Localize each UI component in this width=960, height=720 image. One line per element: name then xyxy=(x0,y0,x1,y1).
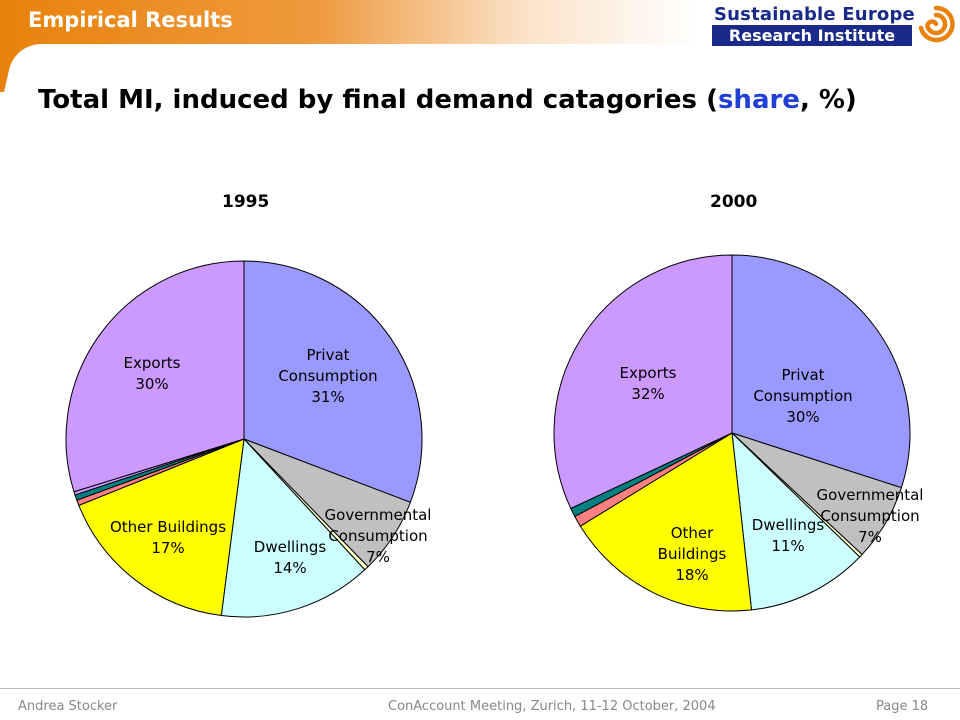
logo-text-line2: Research Institute xyxy=(712,25,912,46)
slide-title: Total MI, induced by final demand catago… xyxy=(38,85,857,115)
chart-title-2000: 2000 xyxy=(710,192,758,212)
pie-slice xyxy=(65,260,245,493)
slice-label: Dwellings 11% xyxy=(752,516,825,555)
pie-2000: Privat Consumption 30% Governmental Consumpt… xyxy=(553,254,924,612)
slide-title-prefix: Total MI, induced by final demand catago… xyxy=(38,85,718,115)
slice-label: Privat Consumption 31% xyxy=(278,346,377,406)
header-swoosh xyxy=(0,0,700,92)
pie-slice xyxy=(243,260,423,503)
section-title: Empirical Results xyxy=(28,8,233,32)
slide-title-accent: share xyxy=(717,85,800,115)
footer-author: Andrea Stocker xyxy=(18,699,118,714)
pie-slice xyxy=(78,438,245,617)
slice-label: Dwellings 14% xyxy=(254,538,327,577)
slice-label: Other Buildings 17% xyxy=(110,518,226,557)
chart-title-1995: 1995 xyxy=(222,192,270,212)
slide-title-suffix: , %) xyxy=(799,85,857,115)
header-bar: Empirical Results xyxy=(0,0,960,92)
footer-event: ConAccount Meeting, Zurich, 11-12 Octobe… xyxy=(388,699,716,714)
spiral-logo-icon xyxy=(918,5,955,43)
pie-1995: Privat Consumption 31% Governmental Consumpt… xyxy=(65,260,432,618)
slice-label: Governmental Consumption 7% xyxy=(325,506,432,566)
pie-slice xyxy=(731,431,861,611)
slice-label: Other Buildings 18% xyxy=(658,524,727,584)
slice-label: Privat Consumption 30% xyxy=(753,366,852,426)
pie-slice xyxy=(731,254,911,489)
pie-slice xyxy=(579,432,753,612)
logo-text-line1: Sustainable Europe xyxy=(714,4,915,25)
slice-label: Governmental Consumption 7% xyxy=(817,486,924,546)
pie-slice xyxy=(220,437,366,618)
slice-label: Exports 32% xyxy=(620,364,677,403)
pie-slice xyxy=(553,254,733,510)
slice-label: Exports 30% xyxy=(124,354,181,393)
footer-page: Page 18 xyxy=(876,699,929,714)
footer-divider xyxy=(0,688,960,689)
seri-logo: Sustainable Europe Research Institute xyxy=(708,4,956,48)
